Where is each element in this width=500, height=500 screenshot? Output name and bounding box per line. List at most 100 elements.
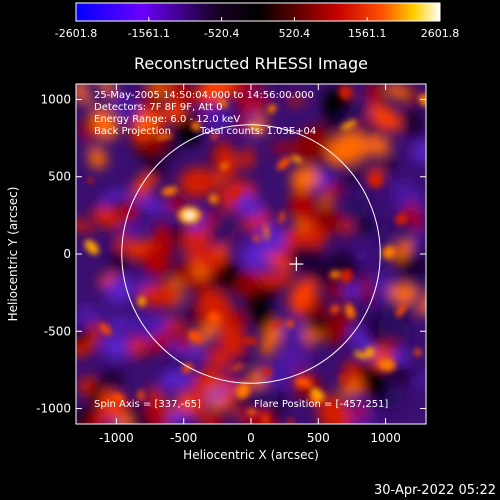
heatmap-blob	[382, 298, 404, 317]
annotation-spin-axis: Spin Axis = [337,-65]	[94, 399, 201, 410]
heatmap-blob	[311, 298, 328, 317]
heatmap-image	[76, 84, 426, 424]
heatmap-blob	[247, 292, 274, 332]
heatmap-hotspot	[418, 93, 426, 107]
heatmap-blob	[191, 390, 209, 424]
heatmap-hotspot	[368, 173, 383, 188]
heatmap-blob	[198, 289, 232, 325]
heatmap-highlights	[84, 85, 426, 424]
heatmap-blob	[203, 103, 232, 134]
x-tick-label: -1000	[99, 431, 134, 445]
heatmap-blob	[218, 322, 247, 357]
heatmap-blob	[144, 159, 168, 181]
heatmap-blob	[261, 320, 281, 357]
heatmap-blob	[76, 406, 93, 424]
heatmap-hotspot	[345, 303, 356, 320]
heatmap-blob	[124, 240, 149, 252]
heatmap-blob	[315, 205, 341, 233]
heatmap-blob	[241, 147, 255, 170]
heatmap-hotspot	[111, 393, 125, 403]
colorbar-tick-label: 520.4	[279, 27, 311, 40]
heatmap-hotspot	[99, 323, 112, 336]
heatmap-hotspot	[137, 132, 151, 140]
heatmap-hotspot	[181, 363, 193, 374]
bright-source-peak	[185, 212, 193, 218]
heatmap-blob	[324, 308, 353, 345]
heatmap-hotspot	[330, 304, 340, 314]
heatmap-hotspot	[377, 358, 396, 371]
heatmap-blob	[216, 144, 238, 179]
heatmap-blob	[164, 102, 186, 122]
heatmap-hotspot	[354, 350, 367, 360]
heatmap-blob	[405, 86, 417, 104]
heatmap-blob	[243, 84, 287, 97]
timestamp: 30-Apr-2022 05:22	[374, 483, 496, 498]
colorbar-tick-label: -520.4	[204, 27, 239, 40]
y-tick-label: 500	[48, 170, 71, 184]
heatmap-blob	[164, 316, 188, 334]
heatmap-hotspot	[339, 374, 348, 386]
heatmap-blob	[91, 105, 119, 140]
heatmap-blob	[100, 369, 125, 389]
heatmap-hotspot	[155, 133, 174, 140]
heatmap-blob	[198, 84, 236, 105]
y-axis-ticks: -1000 -500 0 500 1000	[36, 92, 426, 416]
heatmap-blob	[242, 409, 279, 424]
heatmap-hotspot	[382, 245, 396, 260]
heatmap-blob	[195, 268, 218, 301]
heatmap-hotspot	[230, 364, 246, 371]
heatmap-blob	[140, 403, 169, 424]
heatmap-blob	[127, 123, 145, 150]
heatmap-hotspot	[287, 417, 295, 424]
heatmap-blob	[363, 137, 391, 156]
heatmap-hotspot	[210, 133, 218, 140]
y-tick-label: 0	[63, 247, 71, 261]
colorbar-tick-label: 2601.8	[421, 27, 460, 40]
heatmap-blob	[356, 217, 373, 233]
colorbar	[75, 2, 441, 22]
heatmap-blob	[317, 394, 352, 424]
heatmap-hotspot	[341, 120, 357, 130]
heatmap-blob	[385, 84, 409, 100]
y-tick-label: -1000	[36, 402, 71, 416]
heatmap-hotspot	[371, 135, 377, 142]
heatmap-blob	[113, 94, 141, 120]
heatmap-blob	[369, 104, 402, 132]
heatmap-blob	[91, 206, 123, 229]
heatmap-blob	[271, 361, 300, 375]
heatmap-blob	[110, 316, 126, 332]
x-tick-label: -500	[170, 431, 197, 445]
heatmap-hotspot	[329, 270, 340, 279]
heatmap-blob	[166, 207, 179, 226]
heatmap-blob	[343, 281, 361, 299]
heatmap-blob	[76, 308, 108, 330]
heatmap-blob	[159, 368, 194, 391]
heatmap-blob	[378, 310, 404, 341]
annotation-block: 25-May-2005 14:50:04.000 to 14:56:00.000…	[94, 90, 388, 410]
annotation-method: Back Projection	[94, 126, 171, 137]
heatmap-blob	[172, 264, 188, 282]
heatmap-hotspot	[294, 377, 312, 388]
annotation-flare-position: Flare Position = [-457,251]	[254, 399, 388, 410]
heatmap-hotspot	[291, 154, 303, 164]
heatmap-hotspot	[236, 382, 251, 399]
heatmap-hotspot	[84, 239, 100, 255]
y-tick-label: -500	[44, 324, 71, 338]
heatmap-blob	[205, 215, 239, 248]
heatmap-hotspot	[339, 85, 352, 99]
heatmap-hotspot	[247, 409, 256, 416]
heatmap-hotspot	[279, 210, 285, 224]
heatmap-hotspot	[414, 348, 422, 356]
heatmap-blob	[354, 404, 368, 419]
heatmap-hotspot	[263, 224, 269, 242]
heatmap-hotspot	[272, 318, 283, 329]
heatmap-hotspot	[137, 296, 147, 307]
heatmap-blob	[256, 272, 296, 287]
heatmap-blob	[322, 278, 354, 304]
heatmap-blob	[289, 191, 316, 222]
colorbar-ticks: -2601.8 -1561.1 -520.4 520.4 1561.1 2601.8	[55, 17, 459, 40]
heatmap-blob	[105, 275, 135, 305]
heatmap-blob	[340, 159, 371, 190]
heatmap-blob	[411, 141, 426, 163]
